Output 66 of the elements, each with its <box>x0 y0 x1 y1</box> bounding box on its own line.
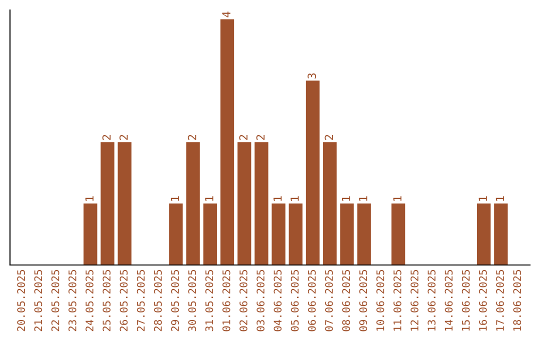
x-tick-label: 31.05.2025 <box>205 270 214 332</box>
bar <box>476 204 491 265</box>
bar <box>238 142 252 265</box>
bar <box>323 142 337 265</box>
bar <box>494 204 508 265</box>
x-tick-label: 24.05.2025 <box>86 270 94 332</box>
x-tick-label: 05.06.2025 <box>290 270 299 332</box>
x-tick-label: 26.05.2025 <box>120 270 128 332</box>
x-tick-label: 27.05.2025 <box>136 270 145 332</box>
bar <box>272 204 286 265</box>
data-label: 1 <box>205 196 214 201</box>
data-label: 1 <box>478 196 487 201</box>
x-tick-label: 01.06.2025 <box>222 270 230 332</box>
x-tick-label: 11.06.2025 <box>393 270 402 331</box>
x-tick-label: 18.06.2025 <box>513 270 522 331</box>
data-label: 2 <box>188 134 196 140</box>
data-label: 1 <box>290 196 299 201</box>
bar <box>391 204 406 265</box>
data-label: 1 <box>393 196 402 201</box>
data-label: 2 <box>102 134 111 140</box>
data-label: 2 <box>324 134 333 140</box>
x-tick-label: 13.06.2025 <box>428 270 436 331</box>
x-tick-label: 29.05.2025 <box>171 270 179 332</box>
x-tick-label: 03.06.2025 <box>256 270 264 332</box>
x-tick-label: 04.06.2025 <box>274 270 282 332</box>
data-label: 2 <box>256 134 265 140</box>
bar <box>220 19 234 265</box>
data-label: 1 <box>170 196 180 201</box>
x-tick-label: 28.05.2025 <box>154 270 162 332</box>
x-tick-label: 25.05.2025 <box>102 270 111 332</box>
bar <box>84 204 98 265</box>
bar <box>169 204 183 265</box>
x-tick-label: 07.06.2025 <box>325 270 333 332</box>
x-tick-label: 16.06.2025 <box>478 270 487 331</box>
x-tick-label: 30.05.2025 <box>188 270 196 332</box>
x-tick-label: 14.06.2025 <box>444 270 453 331</box>
data-label: 3 <box>308 73 316 79</box>
x-tick-label: 22.05.2025 <box>51 270 60 332</box>
bar <box>186 142 200 265</box>
bar <box>357 204 371 265</box>
x-tick-label: 02.06.2025 <box>240 270 248 332</box>
x-tick-label: 17.06.2025 <box>496 270 504 331</box>
bar <box>118 142 132 265</box>
x-tick-label: 06.06.2025 <box>308 270 316 332</box>
bar <box>254 142 268 265</box>
bar <box>306 80 320 265</box>
x-tick-label: 08.06.2025 <box>342 270 350 332</box>
x-tick-label: 15.06.2025 <box>462 270 470 331</box>
data-label: 4 <box>222 12 230 18</box>
data-label: 1 <box>274 196 282 201</box>
x-tick-label: 21.05.2025 <box>34 270 42 332</box>
x-tick-label: 10.06.2025 <box>376 270 384 331</box>
bar <box>340 204 354 265</box>
data-label: 2 <box>119 134 128 140</box>
bar <box>203 204 217 265</box>
data-label: 1 <box>85 196 94 201</box>
data-label: 1 <box>496 196 504 201</box>
x-tick-label: 09.06.2025 <box>359 270 368 332</box>
data-label: 1 <box>342 196 350 201</box>
data-label: 2 <box>239 134 248 140</box>
bar <box>100 142 114 265</box>
x-tick-label: 12.06.2025 <box>410 270 418 331</box>
data-label: 1 <box>359 196 368 201</box>
bar <box>288 204 302 265</box>
x-tick-label: 20.05.2025 <box>17 270 26 332</box>
x-tick-label: 23.05.2025 <box>68 270 76 332</box>
